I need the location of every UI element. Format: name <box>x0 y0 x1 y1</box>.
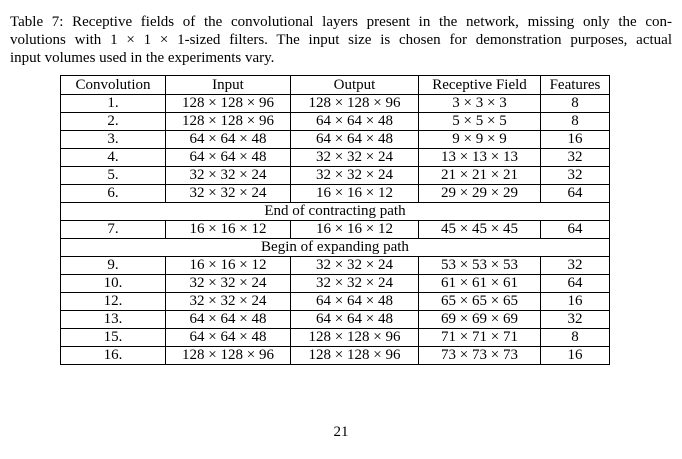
cell-output: 64 × 64 × 48 <box>290 130 419 149</box>
cell-input: 32 × 32 × 24 <box>165 274 291 293</box>
table-row: 9. 16 × 16 × 12 32 × 32 × 24 53 × 53 × 53 32 <box>60 256 610 275</box>
caption-line-3: input volumes used in the experiments va… <box>10 50 275 66</box>
section-row-begin-expanding: Begin of expanding path <box>60 238 610 257</box>
cell-input: 64 × 64 × 48 <box>165 328 291 347</box>
header-receptive-field: Receptive Field <box>418 75 541 95</box>
page-number: 21 <box>333 424 349 440</box>
cell-input: 128 × 128 × 96 <box>165 346 291 365</box>
cell-output: 16 × 16 × 12 <box>290 220 419 239</box>
cell-receptive-field: 5 × 5 × 5 <box>418 112 541 131</box>
cell-convolution: 3. <box>60 130 166 149</box>
cell-convolution: 4. <box>60 148 166 167</box>
cell-output: 32 × 32 × 24 <box>290 166 419 185</box>
cell-features: 32 <box>540 148 610 167</box>
cell-input: 64 × 64 × 48 <box>165 148 291 167</box>
cell-convolution: 7. <box>60 220 166 239</box>
cell-convolution: 12. <box>60 292 166 311</box>
cell-output: 128 × 128 × 96 <box>290 346 419 365</box>
header-input: Input <box>165 75 291 95</box>
table-row: 13. 64 × 64 × 48 64 × 64 × 48 69 × 69 × 69 3… <box>60 310 610 329</box>
cell-output: 32 × 32 × 24 <box>290 148 419 167</box>
cell-convolution: 16. <box>60 346 166 365</box>
cell-convolution: 1. <box>60 94 166 113</box>
cell-receptive-field: 71 × 71 × 71 <box>418 328 541 347</box>
receptive-field-table: Convolution Input Output Receptive Field… <box>60 75 610 365</box>
caption-line-2: volutions with 1 × 1 × 1-sized filters. … <box>10 32 672 48</box>
cell-input: 64 × 64 × 48 <box>165 130 291 149</box>
cell-input: 16 × 16 × 12 <box>165 220 291 239</box>
cell-receptive-field: 73 × 73 × 73 <box>418 346 541 365</box>
table-row: 3. 64 × 64 × 48 64 × 64 × 48 9 × 9 × 9 16 <box>60 130 610 149</box>
cell-input: 16 × 16 × 12 <box>165 256 291 275</box>
cell-convolution: 10. <box>60 274 166 293</box>
cell-convolution: 5. <box>60 166 166 185</box>
header-output: Output <box>290 75 419 95</box>
cell-features: 16 <box>540 130 610 149</box>
cell-features: 8 <box>540 328 610 347</box>
cell-receptive-field: 45 × 45 × 45 <box>418 220 541 239</box>
cell-input: 32 × 32 × 24 <box>165 292 291 311</box>
cell-output: 64 × 64 × 48 <box>290 112 419 131</box>
section-row-end-contracting: End of contracting path <box>60 202 610 221</box>
cell-features: 32 <box>540 166 610 185</box>
cell-output: 32 × 32 × 24 <box>290 274 419 293</box>
cell-features: 64 <box>540 184 610 203</box>
cell-features: 32 <box>540 256 610 275</box>
cell-features: 32 <box>540 310 610 329</box>
cell-convolution: 6. <box>60 184 166 203</box>
cell-features: 16 <box>540 346 610 365</box>
section-label-begin-expanding: Begin of expanding path <box>60 238 610 257</box>
table-header-row: Convolution Input Output Receptive Field… <box>60 75 610 95</box>
table-row: 12. 32 × 32 × 24 64 × 64 × 48 65 × 65 × 65 1… <box>60 292 610 311</box>
cell-input: 128 × 128 × 96 <box>165 112 291 131</box>
cell-features: 16 <box>540 292 610 311</box>
table-row: 15. 64 × 64 × 48 128 × 128 × 96 71 × 71 × 7… <box>60 328 610 347</box>
table-row: 6. 32 × 32 × 24 16 × 16 × 12 29 × 29 × 29 64 <box>60 184 610 203</box>
cell-convolution: 13. <box>60 310 166 329</box>
cell-receptive-field: 21 × 21 × 21 <box>418 166 541 185</box>
cell-features: 8 <box>540 94 610 113</box>
cell-convolution: 9. <box>60 256 166 275</box>
cell-receptive-field: 13 × 13 × 13 <box>418 148 541 167</box>
cell-input: 128 × 128 × 96 <box>165 94 291 113</box>
table-row: 4. 64 × 64 × 48 32 × 32 × 24 13 × 13 × 13 32 <box>60 148 610 167</box>
cell-receptive-field: 3 × 3 × 3 <box>418 94 541 113</box>
cell-output: 16 × 16 × 12 <box>290 184 419 203</box>
cell-features: 8 <box>540 112 610 131</box>
cell-receptive-field: 65 × 65 × 65 <box>418 292 541 311</box>
table-caption: Table 7: Receptive fields of the convolu… <box>10 13 672 67</box>
cell-input: 32 × 32 × 24 <box>165 166 291 185</box>
cell-input: 32 × 32 × 24 <box>165 184 291 203</box>
cell-receptive-field: 61 × 61 × 61 <box>418 274 541 293</box>
cell-output: 64 × 64 × 48 <box>290 310 419 329</box>
cell-receptive-field: 69 × 69 × 69 <box>418 310 541 329</box>
header-features: Features <box>540 75 610 95</box>
cell-output: 64 × 64 × 48 <box>290 292 419 311</box>
cell-input: 64 × 64 × 48 <box>165 310 291 329</box>
table-row: 7. 16 × 16 × 12 16 × 16 × 12 45 × 45 × 4… <box>60 220 610 239</box>
cell-output: 128 × 128 × 96 <box>290 328 419 347</box>
cell-receptive-field: 53 × 53 × 53 <box>418 256 541 275</box>
cell-features: 64 <box>540 220 610 239</box>
cell-output: 32 × 32 × 24 <box>290 256 419 275</box>
expanding-path-rows: 9. 16 × 16 × 12 32 × 32 × 24 53 × 53 × 53 32… <box>60 256 610 365</box>
cell-receptive-field: 9 × 9 × 9 <box>418 130 541 149</box>
cell-receptive-field: 29 × 29 × 29 <box>418 184 541 203</box>
cell-output: 128 × 128 × 96 <box>290 94 419 113</box>
cell-features: 64 <box>540 274 610 293</box>
section-label-end-contracting: End of contracting path <box>60 202 610 221</box>
cell-convolution: 15. <box>60 328 166 347</box>
header-convolution: Convolution <box>60 75 166 95</box>
table-row: 5. 32 × 32 × 24 32 × 32 × 24 21 × 21 × 21 32 <box>60 166 610 185</box>
caption-line-1: Table 7: Receptive fields of the convolu… <box>10 14 672 30</box>
table-row: 10. 32 × 32 × 24 32 × 32 × 24 61 × 61 × 61 6… <box>60 274 610 293</box>
table-row: 16. 128 × 128 × 96 128 × 128 × 96 73 × 73 ×… <box>60 346 610 365</box>
cell-convolution: 2. <box>60 112 166 131</box>
